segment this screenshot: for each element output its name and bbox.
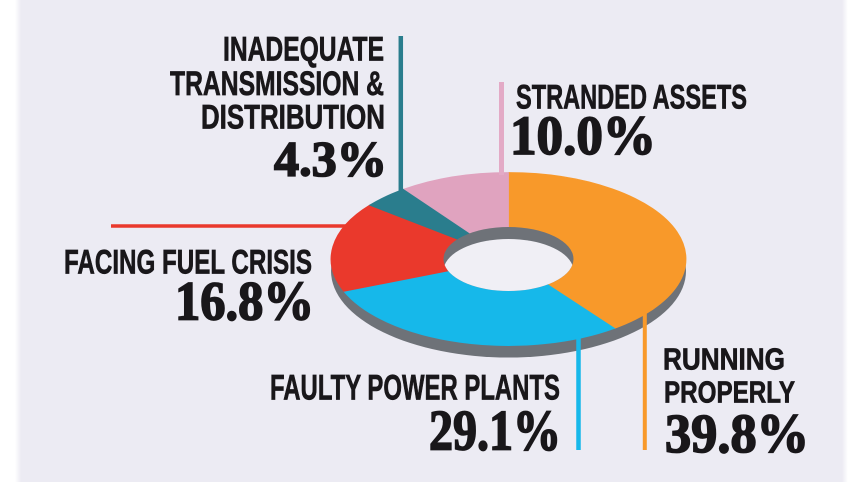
svg-text:DISTRIBUTION: DISTRIBUTION (201, 98, 385, 136)
svg-text:STRANDED ASSETS: STRANDED ASSETS (516, 78, 747, 116)
svg-text:29.1%: 29.1% (429, 400, 561, 463)
svg-text:16.8%: 16.8% (175, 270, 314, 331)
svg-text:RUNNING: RUNNING (663, 341, 785, 376)
svg-text:FACING FUEL CRISIS: FACING FUEL CRISIS (64, 243, 312, 281)
svg-text:39.8%: 39.8% (665, 403, 809, 464)
svg-text:INADEQUATE: INADEQUATE (223, 30, 384, 68)
svg-text:TRANSMISSION &: TRANSMISSION & (170, 65, 384, 103)
svg-text:10.0%: 10.0% (510, 105, 656, 166)
svg-text:PROPERLY: PROPERLY (664, 374, 795, 409)
svg-text:4.3%: 4.3% (274, 130, 387, 186)
svg-text:FAULTY POWER PLANTS: FAULTY POWER PLANTS (270, 368, 560, 407)
